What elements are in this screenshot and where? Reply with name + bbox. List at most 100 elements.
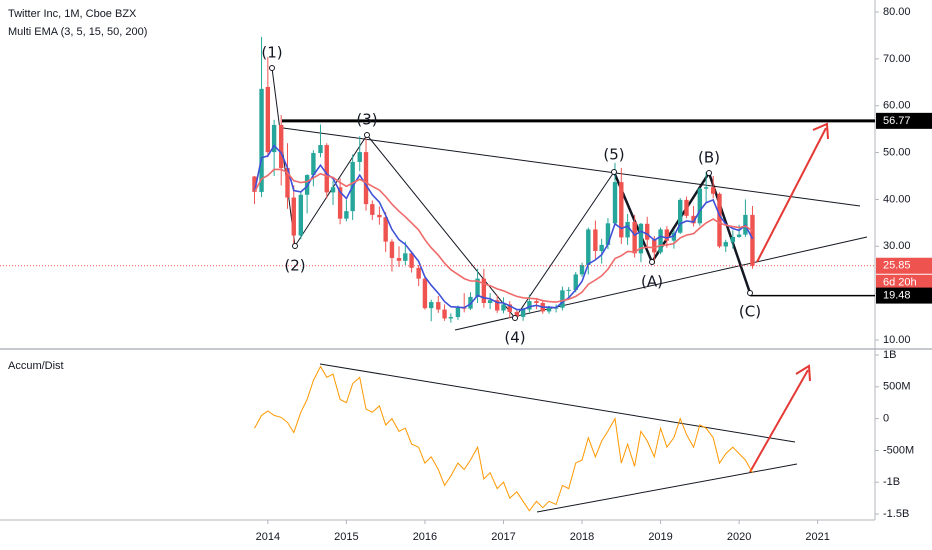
candle-body — [291, 197, 296, 236]
candle-body — [520, 309, 526, 317]
candle-body — [370, 204, 375, 215]
candle-body — [652, 239, 657, 253]
wave-label: (B) — [698, 149, 720, 167]
candle-body — [481, 278, 487, 303]
trendline — [536, 463, 798, 513]
x-tick-label: 2018 — [570, 531, 594, 543]
candle-body — [475, 278, 480, 297]
candle-body — [324, 145, 329, 193]
wave-point — [611, 169, 617, 175]
candle-body — [494, 300, 500, 311]
candle-body — [377, 214, 382, 218]
y-tick-label: 60.00 — [883, 100, 911, 112]
countdown-box — [876, 274, 932, 291]
candle-body — [429, 302, 434, 309]
price-line-label: 56.77 — [883, 115, 911, 127]
candle-body — [710, 187, 716, 194]
candle-body — [546, 307, 552, 312]
candle-body — [252, 176, 257, 192]
candle-body — [750, 214, 755, 266]
candle-body — [691, 215, 696, 224]
candle-body — [416, 267, 421, 279]
y-tick-label: 50.00 — [883, 146, 911, 158]
candle-body — [357, 152, 362, 162]
candle-body — [566, 289, 571, 291]
wave-label: (C) — [739, 303, 761, 321]
arrow — [749, 369, 809, 473]
candle-body — [298, 194, 304, 236]
y-tick-label: 10.00 — [883, 334, 911, 346]
wave-point — [269, 65, 275, 71]
candle-body — [625, 221, 630, 238]
y-tick-label: 40.00 — [883, 193, 911, 205]
candle-body — [409, 253, 414, 268]
trendline — [319, 363, 796, 443]
price-line-box — [876, 112, 932, 129]
chart-title: Twitter Inc, 1M, Cboe BZX — [8, 8, 137, 20]
candle-body — [678, 199, 683, 233]
candle-body — [593, 229, 598, 251]
candle-body — [612, 182, 618, 224]
indicator-name: Accum/Dist — [8, 360, 64, 372]
countdown-label: 6d 20h — [883, 277, 917, 289]
candle-body — [527, 301, 532, 310]
candle-body — [645, 223, 650, 240]
x-tick-label: 2015 — [334, 531, 358, 543]
candle-body — [703, 187, 709, 189]
candle-body — [448, 317, 454, 319]
last-price-box — [876, 257, 932, 274]
indicator-name: Multi EMA (3, 5, 15, 50, 200) — [8, 26, 147, 38]
candle-body — [259, 88, 264, 192]
x-tick-label: 2021 — [805, 531, 829, 543]
y-tick-label: 30.00 — [883, 240, 911, 252]
candle-body — [265, 86, 271, 153]
candle-body — [573, 274, 578, 290]
x-tick-label: 2017 — [491, 531, 515, 543]
candle-body — [311, 153, 316, 176]
candle-body — [697, 188, 703, 224]
y-tick-label: -1B — [883, 476, 900, 488]
price-line-label: 19.48 — [883, 290, 911, 302]
candle-body — [507, 304, 512, 312]
ema-line — [253, 168, 753, 303]
candle-body — [658, 229, 663, 253]
wave-point — [364, 132, 370, 138]
candle-body — [638, 223, 644, 254]
candle-body — [487, 300, 493, 303]
wave-point — [292, 243, 298, 249]
candle-body — [271, 124, 277, 153]
candle-body — [442, 309, 447, 319]
candle-body — [455, 307, 461, 318]
arrow-head — [812, 122, 829, 140]
candle-body — [605, 223, 611, 245]
wave-label: (3) — [356, 111, 377, 129]
wave-point — [706, 170, 712, 176]
candle-body — [278, 124, 284, 169]
y-tick-label: -500M — [883, 444, 914, 456]
candle-body — [632, 221, 637, 254]
candle-body — [285, 168, 290, 198]
candle-body — [383, 217, 388, 242]
candle-body — [586, 229, 591, 266]
x-tick-label: 2014 — [256, 531, 280, 543]
candle-body — [730, 236, 736, 243]
y-tick-label: 1B — [883, 349, 896, 361]
wave-label: (A) — [641, 273, 663, 291]
ema-line — [253, 144, 754, 311]
price-line-box — [876, 287, 932, 304]
candle-body — [717, 193, 722, 247]
candle-body — [344, 211, 349, 219]
wave-label: (5) — [603, 146, 624, 164]
y-tick-label: 500M — [883, 381, 911, 393]
wave-point — [512, 315, 518, 321]
y-tick-label: 80.00 — [883, 6, 911, 18]
candle-body — [619, 182, 624, 238]
candle-body — [403, 253, 408, 261]
candle-body — [318, 145, 323, 154]
candle-body — [736, 234, 742, 237]
y-tick-label: -1.5B — [883, 508, 909, 520]
wave-label: (2) — [284, 257, 305, 275]
candle-body — [723, 242, 728, 247]
candle-body — [599, 244, 604, 251]
